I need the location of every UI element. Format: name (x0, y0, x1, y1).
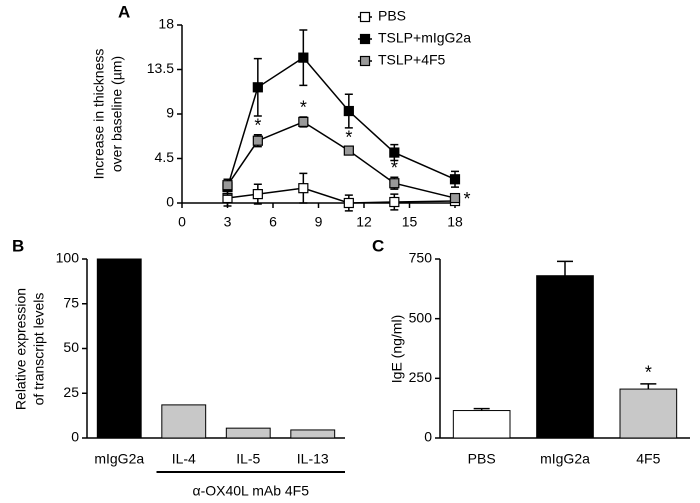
y-tick-label: 0 (71, 429, 79, 445)
bar (225, 427, 271, 439)
group-label: α-OX40L mAb 4F5 (192, 483, 309, 499)
bar (452, 410, 511, 439)
legend-label: TSLP+mIgG2a (378, 30, 471, 46)
significance-mark: * (645, 363, 652, 383)
series-line (226, 56, 456, 188)
point (343, 197, 354, 209)
x-tick-label: 6 (269, 214, 277, 230)
y-tick-label: 13.5 (147, 60, 174, 76)
x-tick-label: 18 (447, 214, 463, 230)
y-tick-label: 250 (409, 369, 433, 385)
significance-mark: * (345, 127, 352, 147)
y-tick-label: 25 (63, 384, 79, 400)
y-tick-label: 0 (424, 429, 432, 445)
y-tick-label: 50 (63, 339, 79, 355)
point (252, 189, 263, 200)
legend-label: TSLP+4F5 (378, 52, 446, 68)
legend-marker (359, 55, 371, 67)
y-tick-label: 75 (63, 294, 79, 310)
error-bar (640, 383, 657, 390)
x-tick-label: 4F5 (636, 451, 660, 467)
point (343, 105, 354, 117)
point (252, 135, 263, 146)
x-tick-label: 0 (178, 214, 186, 230)
panel-label: A (118, 2, 130, 21)
bar (96, 258, 142, 439)
y-axis-label: over baseline (µm) (109, 56, 125, 172)
significance-mark: * (300, 98, 307, 118)
bar (161, 404, 207, 439)
y-tick-label: 0 (166, 194, 174, 210)
point (222, 180, 233, 191)
x-tick-label: mIgG2a (540, 451, 590, 467)
legend-marker (359, 11, 371, 23)
point (449, 192, 461, 204)
significance-mark: * (391, 158, 398, 178)
y-tick-label: 4.5 (155, 149, 175, 165)
point (298, 52, 309, 63)
bar (619, 388, 678, 439)
y-tick-label: 100 (56, 250, 80, 266)
x-tick-label: 15 (402, 214, 418, 230)
series-line (226, 121, 456, 199)
y-axis-label: of transcript levels (31, 293, 47, 406)
y-tick-label: 18 (158, 16, 174, 32)
point (389, 178, 400, 189)
legend-marker (359, 33, 371, 45)
point (298, 116, 309, 128)
x-tick-label: IL-5 (236, 451, 260, 467)
panel-label: B (12, 236, 24, 255)
y-axis-label: Relative expression (13, 288, 29, 410)
x-tick-label: mIgG2a (94, 451, 144, 467)
y-tick-label: 750 (409, 250, 433, 266)
significance-mark: * (463, 189, 470, 209)
legend-label: PBS (378, 8, 406, 24)
y-tick-label: 9 (166, 105, 174, 121)
x-tick-label: 3 (224, 214, 232, 230)
x-tick-label: 9 (315, 214, 323, 230)
panel-label: C (372, 236, 384, 255)
point (389, 196, 400, 208)
x-tick-label: IL-4 (172, 451, 196, 467)
point (252, 82, 263, 93)
y-axis-label: Increase in thickness (91, 49, 107, 180)
significance-mark: * (254, 116, 261, 136)
point (298, 183, 309, 194)
x-tick-label: IL-13 (297, 451, 329, 467)
y-axis-label: IgE (ng/ml) (389, 315, 405, 383)
x-tick-label: 12 (356, 214, 372, 230)
x-tick-label: PBS (468, 451, 496, 467)
point (449, 174, 461, 185)
error-bar (557, 260, 573, 276)
bar (290, 429, 336, 439)
bar (536, 275, 594, 439)
point (389, 147, 400, 158)
y-tick-label: 500 (409, 309, 433, 325)
point (343, 145, 354, 156)
